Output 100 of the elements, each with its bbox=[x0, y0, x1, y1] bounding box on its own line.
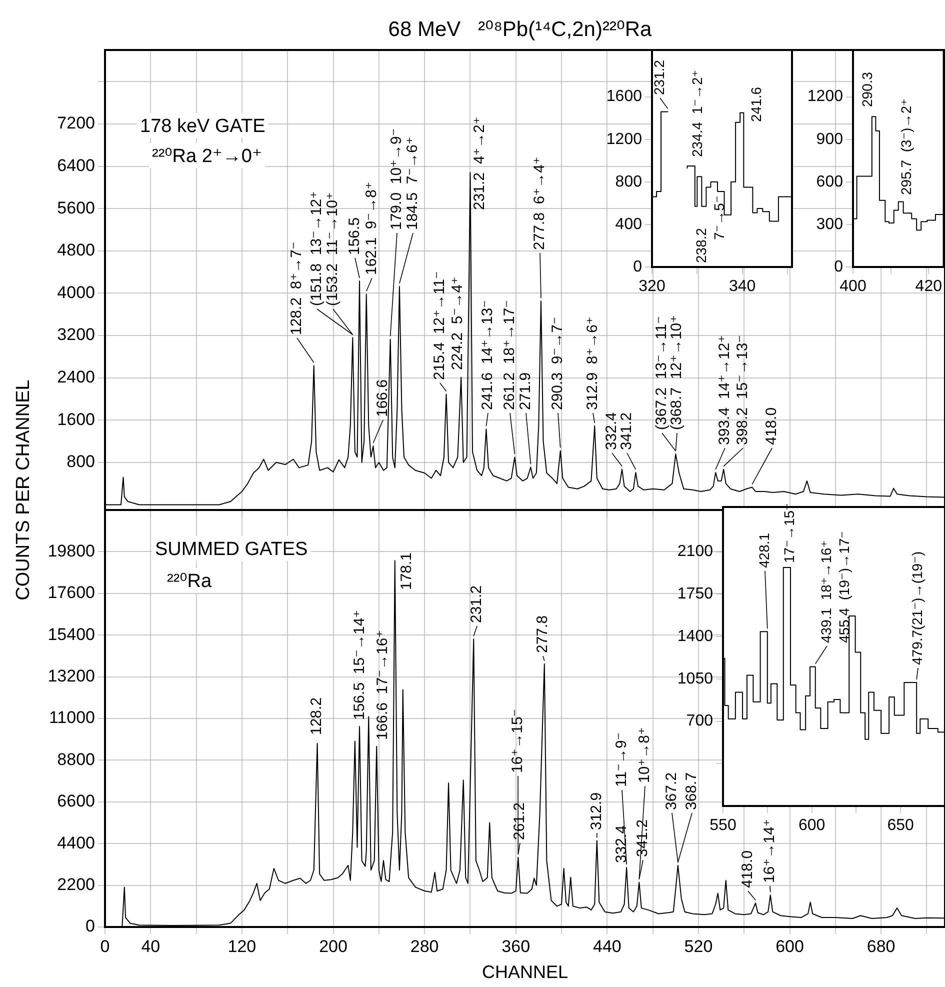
annotation: 231.2 bbox=[468, 585, 486, 623]
annotation: 166.6 bbox=[374, 379, 392, 417]
y-tick-label: 300 bbox=[816, 216, 844, 233]
x-tick-label: 40 bbox=[141, 936, 160, 956]
x-tick-label: 400 bbox=[840, 278, 866, 296]
y-tick-label: 4400 bbox=[57, 833, 95, 852]
y-tick-label: 1200 bbox=[807, 88, 844, 106]
annotation: 368.7 bbox=[683, 772, 700, 810]
y-tick-label: 800 bbox=[66, 452, 95, 472]
annotation: 231.2 bbox=[650, 60, 667, 95]
y-tick-label: 4800 bbox=[57, 240, 95, 260]
annotation: 418.0 bbox=[763, 407, 780, 445]
y-tick-label: 900 bbox=[816, 130, 844, 148]
y-tick-label: 2400 bbox=[57, 368, 95, 387]
annotation: 215.4 12⁺→11⁻ bbox=[431, 271, 448, 380]
annotation: 231.2 4⁺→2⁺ bbox=[471, 116, 488, 210]
annotation: 393.4 14⁺→12⁺ bbox=[716, 334, 734, 445]
x-tick-label: 280 bbox=[410, 936, 439, 956]
x-tick-label: 320 bbox=[638, 278, 666, 296]
annotation: 224.2 5⁻→4⁺ bbox=[449, 276, 466, 370]
annotation: 290.3 9⁻→7⁻ bbox=[549, 316, 566, 410]
x-tick-label: 520 bbox=[684, 936, 713, 956]
annotation: 341.2 bbox=[618, 412, 636, 450]
annotation: 17⁻→15⁻ bbox=[780, 503, 797, 563]
annotation: 312.9 bbox=[588, 792, 606, 830]
annotation: 10⁺→8⁺ bbox=[636, 727, 654, 783]
y-tick-label: 8800 bbox=[57, 750, 95, 769]
annotation: 312.9 8⁺→6⁺ bbox=[584, 316, 602, 410]
annotation: (367.2 13⁻→11⁻ bbox=[653, 316, 670, 430]
x-tick-label: 600 bbox=[776, 936, 804, 956]
x-tick-label: 680 bbox=[866, 936, 896, 956]
annotation: 479.7(21⁻)→(19⁻) bbox=[908, 551, 925, 665]
annotation: 179.0 10⁺→9⁻ bbox=[388, 128, 406, 230]
annotation: 11⁻→9⁻ bbox=[613, 732, 630, 787]
annotation: SUMMED GATES bbox=[155, 539, 308, 560]
annotation: 261.2 18⁺→17⁻ bbox=[501, 300, 518, 410]
y-tick-label: 1200 bbox=[606, 130, 642, 148]
chart-title: 68 MeV ²⁰⁸Pb(¹⁴C,2n)²²⁰Ra bbox=[388, 18, 652, 41]
y-tick-label: 1050 bbox=[677, 670, 714, 688]
y-tick-label: 15400 bbox=[48, 624, 95, 644]
y-tick-label: 1750 bbox=[677, 586, 714, 603]
annotation: 156.5 15⁻→14⁺ bbox=[351, 610, 368, 720]
annotation: 7⁻→5⁻ bbox=[710, 196, 727, 240]
y-tick-label: 4000 bbox=[57, 282, 95, 302]
annotation: 184.5 7⁻→6⁺ bbox=[404, 136, 422, 230]
x-tick-label: 600 bbox=[798, 817, 826, 834]
y-tick-label: 17600 bbox=[48, 583, 95, 602]
annotation: 332.4 bbox=[603, 412, 620, 450]
annotation: ²²⁰Ra 2⁺→0⁺ bbox=[152, 146, 262, 167]
annotation: 241.6 14⁺→13⁻ bbox=[479, 300, 496, 410]
x-tick-label: 360 bbox=[502, 936, 530, 956]
x-tick-label: 120 bbox=[228, 936, 256, 956]
annotation: 439.1 18⁺→16⁺ bbox=[818, 540, 834, 643]
annotation: (368.7 12⁺→10⁺ bbox=[668, 314, 686, 430]
y-tick-label: 400 bbox=[615, 216, 642, 233]
y-tick-label: 800 bbox=[615, 173, 642, 190]
annotation: 241.6 bbox=[748, 86, 764, 122]
y-tick-label: 2100 bbox=[677, 543, 714, 560]
annotation: 398.2 15⁻→13⁻ bbox=[734, 334, 752, 445]
annotation: 16⁺→15⁻ bbox=[509, 708, 526, 773]
x-tick-label: 200 bbox=[319, 936, 348, 956]
annotation: (153.2 11⁻→10⁺ bbox=[324, 192, 342, 306]
annotation: 455.4 (19⁻)→17⁻ bbox=[836, 530, 852, 643]
x-tick-label: 550 bbox=[710, 817, 736, 834]
x-tick-label: 340 bbox=[728, 278, 756, 296]
annotation: 418.0 bbox=[739, 850, 756, 888]
annotation: 128.2 8⁺→7⁻ bbox=[288, 242, 306, 335]
y-tick-label: 0 bbox=[633, 258, 642, 276]
annotation: ²²⁰Ra bbox=[167, 571, 212, 592]
annotation: 428.1 bbox=[756, 532, 772, 568]
y-tick-label: 6600 bbox=[57, 792, 95, 811]
y-tick-label: 7200 bbox=[57, 114, 95, 133]
annotation: 156.5 bbox=[346, 217, 364, 255]
annotation: 290.3 bbox=[858, 72, 875, 107]
y-tick-label: 0 bbox=[834, 258, 844, 276]
x-tick-label: 0 bbox=[100, 936, 110, 956]
annotation: 277.8 bbox=[534, 615, 552, 653]
y-tick-label: 6400 bbox=[57, 156, 95, 176]
y-tick-label: 1600 bbox=[606, 88, 642, 106]
annotation: 128.2 bbox=[308, 697, 326, 735]
y-tick-label: 600 bbox=[816, 173, 844, 190]
y-tick-label: 11000 bbox=[48, 708, 95, 728]
x-axis-title: CHANNEL bbox=[482, 962, 568, 982]
annotation: 271.9 bbox=[517, 372, 534, 410]
y-tick-label: 1400 bbox=[677, 628, 714, 645]
y-tick-label: 5600 bbox=[57, 198, 95, 218]
y-tick-label: 3200 bbox=[57, 325, 95, 344]
x-tick-label: 650 bbox=[887, 817, 914, 834]
y-axis-title: COUNTS PER CHANNEL bbox=[13, 380, 34, 600]
y-tick-label: 2200 bbox=[57, 874, 95, 894]
x-tick-label: 440 bbox=[592, 936, 622, 956]
y-tick-label: 700 bbox=[686, 712, 714, 730]
annotation: 166.6 17⁻→16⁺ bbox=[374, 630, 392, 740]
annotation: 16⁺→14⁺ bbox=[761, 818, 778, 883]
annotation: (151.8 13⁻→12⁺ bbox=[308, 190, 326, 306]
x-tick-label: 420 bbox=[915, 278, 942, 296]
annotation: 234.4 1⁻→2⁺ bbox=[688, 70, 705, 157]
y-tick-label: 1600 bbox=[57, 410, 95, 429]
y-tick-label: 0 bbox=[86, 916, 95, 936]
annotation: 367.2 bbox=[663, 772, 680, 810]
